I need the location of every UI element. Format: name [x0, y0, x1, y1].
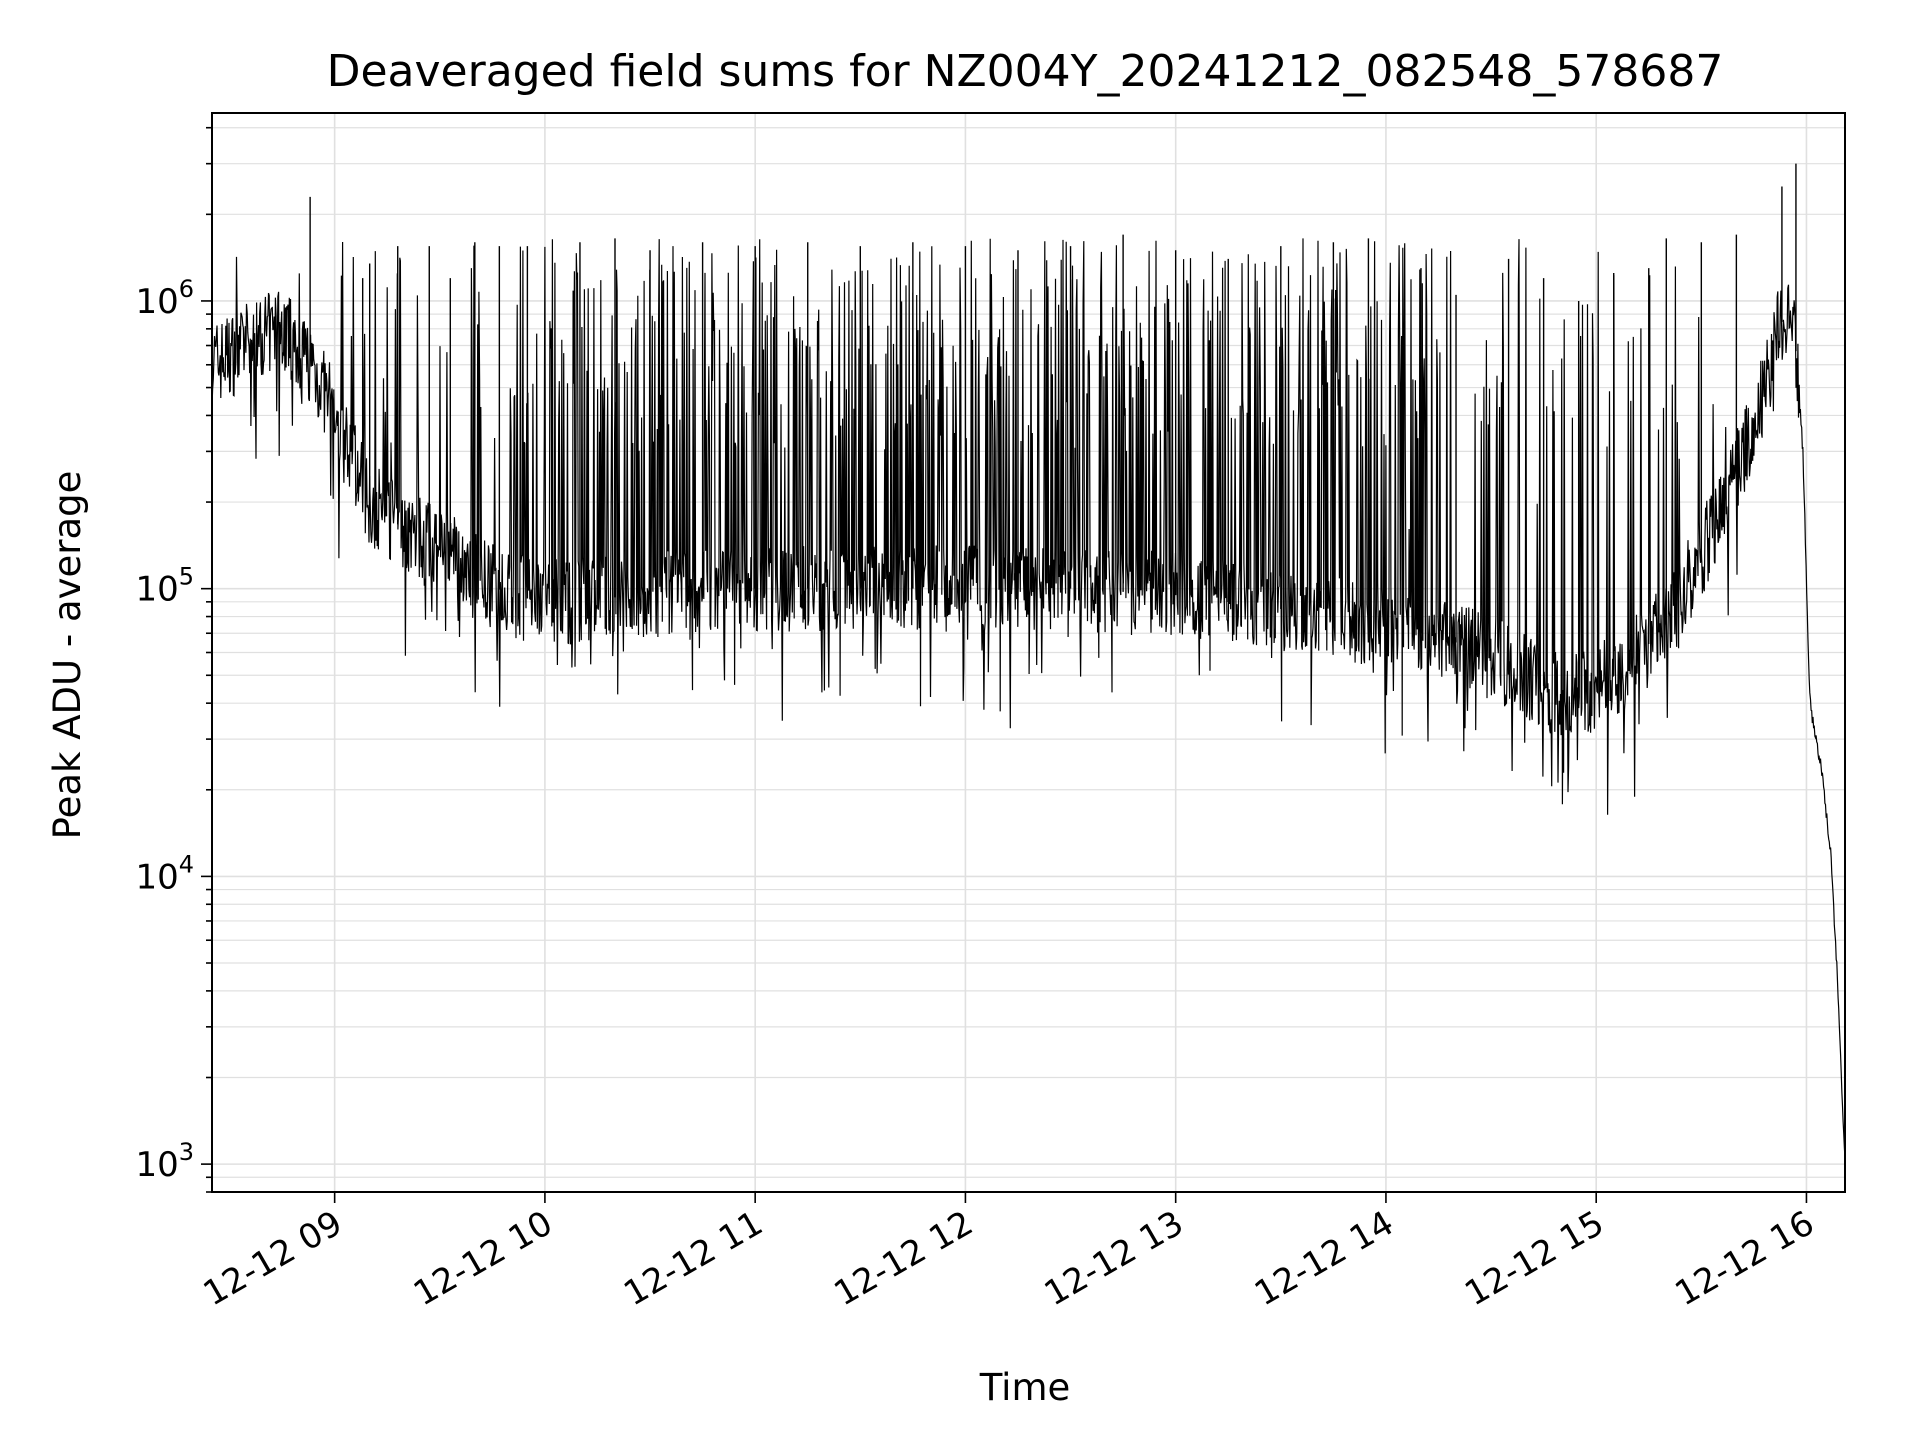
x-axis-label: Time: [979, 1366, 1071, 1409]
chart-title: Deaveraged field sums for NZ004Y_2024121…: [327, 46, 1724, 97]
y-axis-label: Peak ADU - average: [46, 471, 89, 840]
plot-area: [211, 163, 1846, 1159]
y-tick-label: 105: [135, 563, 194, 610]
y-tick-label: 103: [135, 1138, 194, 1185]
series-line: [211, 238, 1846, 1159]
y-tick-label: 104: [135, 850, 194, 897]
y-tick-label: 106: [135, 275, 194, 322]
